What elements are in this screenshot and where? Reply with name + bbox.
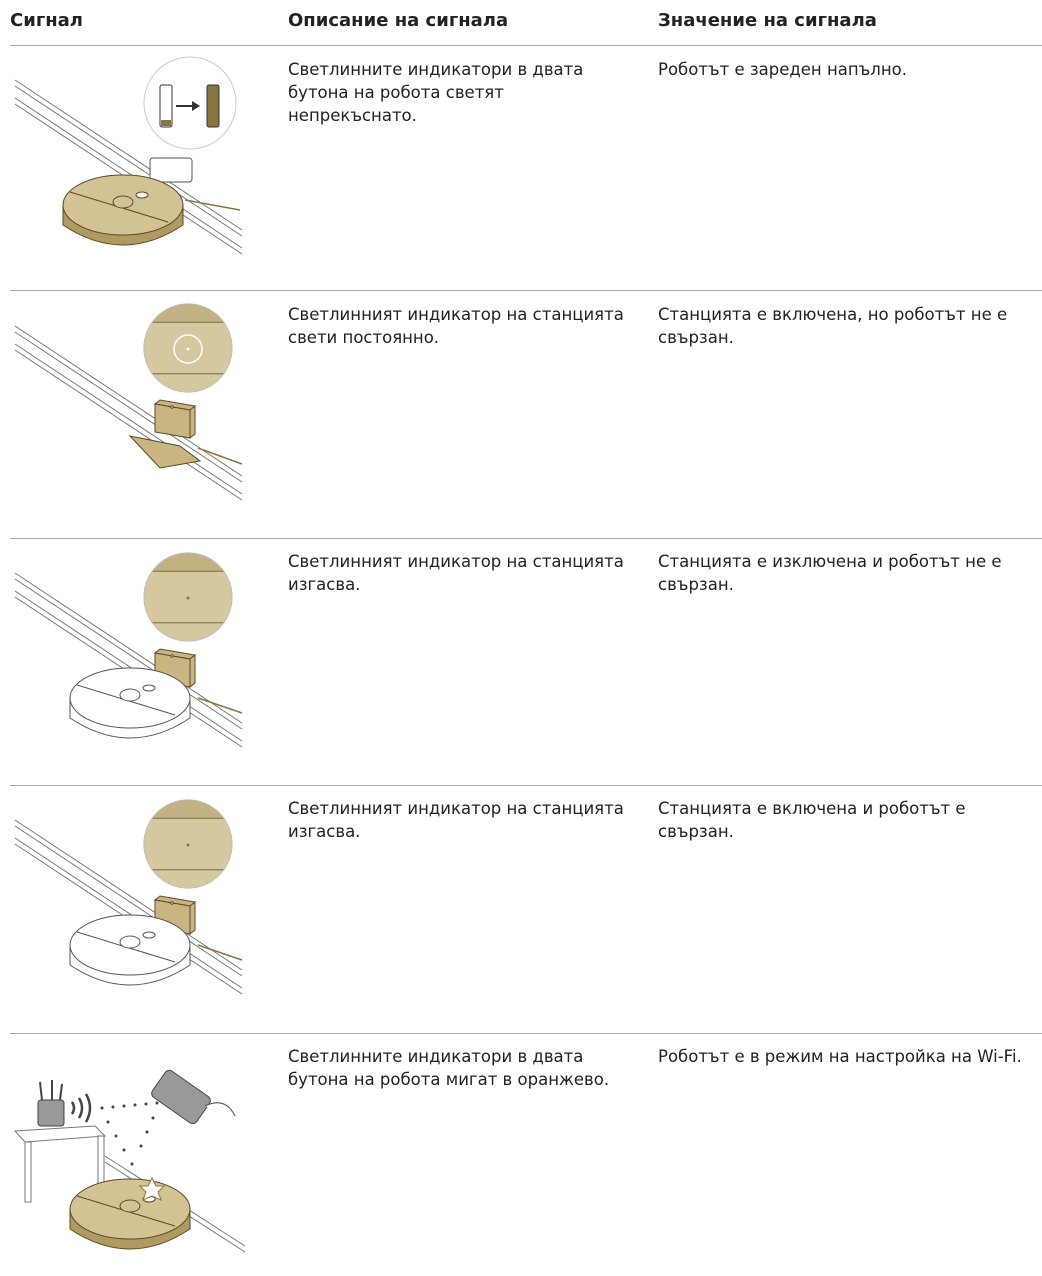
illustration	[14, 543, 243, 748]
row-rule	[10, 1033, 1042, 1034]
illustration	[14, 296, 243, 501]
meaning: Роботът е зареден напълно.	[658, 60, 907, 79]
row-rule	[10, 290, 1042, 291]
meaning: Станцията е включена, но роботът не е св…	[658, 305, 1008, 347]
column-header: Сигнал	[10, 10, 83, 31]
illustration	[14, 790, 243, 995]
description: Светлинните индикатори в двата бутона на…	[288, 1047, 610, 1089]
description: Светлинният индикатор на станцията изгас…	[288, 799, 624, 841]
illustration	[13, 1069, 246, 1253]
illustration	[14, 56, 243, 255]
row-rule	[10, 538, 1042, 539]
description: Светлинните индикатори в двата бутона на…	[288, 60, 584, 125]
header-rule	[10, 45, 1042, 46]
meaning: Станцията е изключена и роботът не е свъ…	[658, 552, 1002, 594]
description: Светлинният индикатор на станцията изгас…	[288, 552, 624, 594]
description: Светлинният индикатор на станцията свети…	[288, 305, 624, 347]
column-header: Описание на сигнала	[288, 10, 509, 31]
column-header: Значение на сигнала	[658, 10, 877, 31]
meaning: Роботът е в режим на настройка на Wi-Fi.	[658, 1047, 1022, 1066]
meaning: Станцията е включена и роботът е свързан…	[658, 799, 966, 841]
row-rule	[10, 785, 1042, 786]
